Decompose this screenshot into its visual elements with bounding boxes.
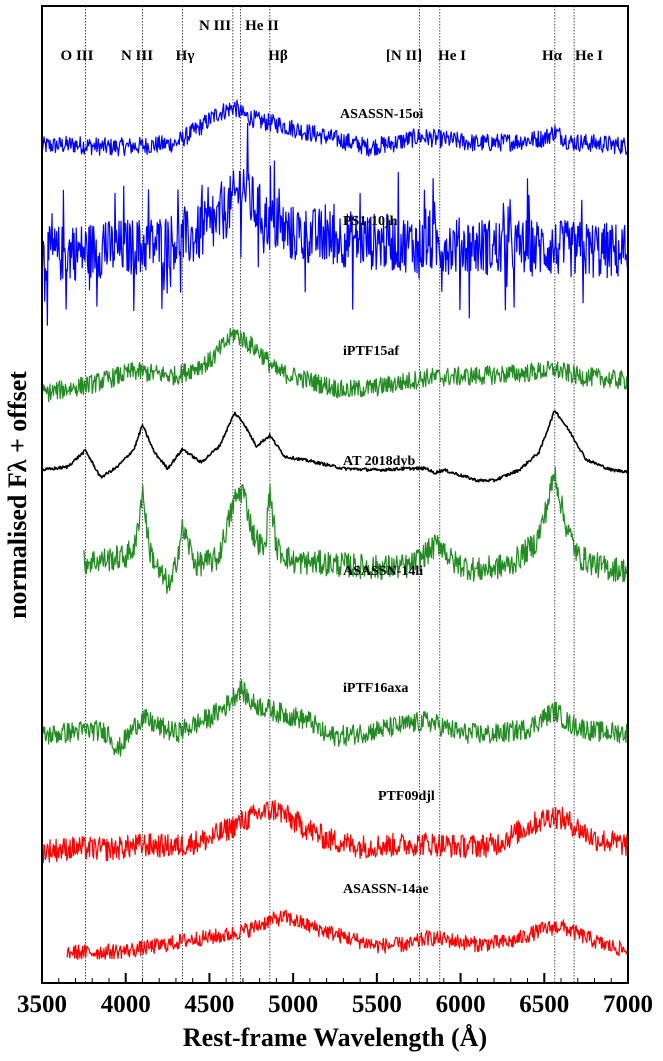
spectrum-label-iptf15af: iPTF15af	[343, 344, 399, 359]
plot-frame	[41, 5, 629, 984]
x-tick-label-4500: 4500	[184, 991, 234, 1018]
spectrum-label-asassn-15oi: ASASSN-15oi	[340, 107, 423, 122]
x-tick-label-4000: 4000	[101, 991, 151, 1018]
spectra-series	[41, 99, 629, 961]
spectrum-iptf15af	[41, 327, 629, 403]
spectrum-label-ps1-10jh: PS1-10jh	[343, 214, 398, 229]
x-tick-label-7000: 7000	[603, 991, 653, 1018]
spectrum-label-asassn-14ae: ASASSN-14ae	[343, 882, 429, 897]
marker-label-n-ii-6: [N II]	[386, 48, 422, 64]
marker-label-he-i-9: He I	[575, 48, 603, 64]
marker-label-h-2: Hγ	[176, 48, 195, 64]
spectrum-label-iptf16axa: iPTF16axa	[343, 681, 408, 696]
spectrum-iptf16axa	[42, 679, 629, 757]
spectrum-labels: ASASSN-15oi PS1-10jh iPTF15af AT 2018dyb ASA…	[340, 107, 435, 897]
x-tick-label-5500: 5500	[352, 991, 402, 1018]
marker-label-he-ii-4: He II	[245, 18, 279, 34]
y-axis-label: normalised Fλ + offset	[3, 371, 32, 619]
x-tick-label-3500: 3500	[17, 991, 67, 1018]
marker-label-h-5: Hβ	[268, 48, 288, 64]
spectrum-ps1-10jh	[41, 122, 629, 326]
x-tick-label-6000: 6000	[436, 991, 486, 1018]
marker-label-n-iii-1: N III	[121, 48, 153, 64]
spectrum-label-at-2018dyb: AT 2018dyb	[343, 454, 415, 469]
marker-label-h-8: Hα	[542, 48, 563, 64]
spectrum-asassn-14ae	[66, 909, 629, 961]
marker-label-he-i-7: He I	[438, 48, 466, 64]
spectrum-at-2018dyb	[41, 410, 629, 483]
x-axis: 3500 4000 4500 5000 5500 6000 6500 7000	[17, 973, 653, 1018]
spectrum-label-ptf09djl: PTF09djl	[378, 789, 435, 804]
spectrum-asassn-14li	[83, 466, 628, 595]
marker-label-o-iii-0: O III	[61, 48, 94, 64]
x-tick-label-6500: 6500	[519, 991, 569, 1018]
spectrum-label-asassn-14li: ASASSN-14li	[343, 564, 423, 579]
x-tick-label-5000: 5000	[268, 991, 318, 1018]
spectrum-asassn-15oi	[41, 99, 629, 157]
x-axis-label: Rest-frame Wavelength (Å)	[183, 1023, 487, 1052]
spectrum-ptf09djl	[41, 799, 629, 864]
marker-label-n-iii-3: N III	[199, 18, 231, 34]
